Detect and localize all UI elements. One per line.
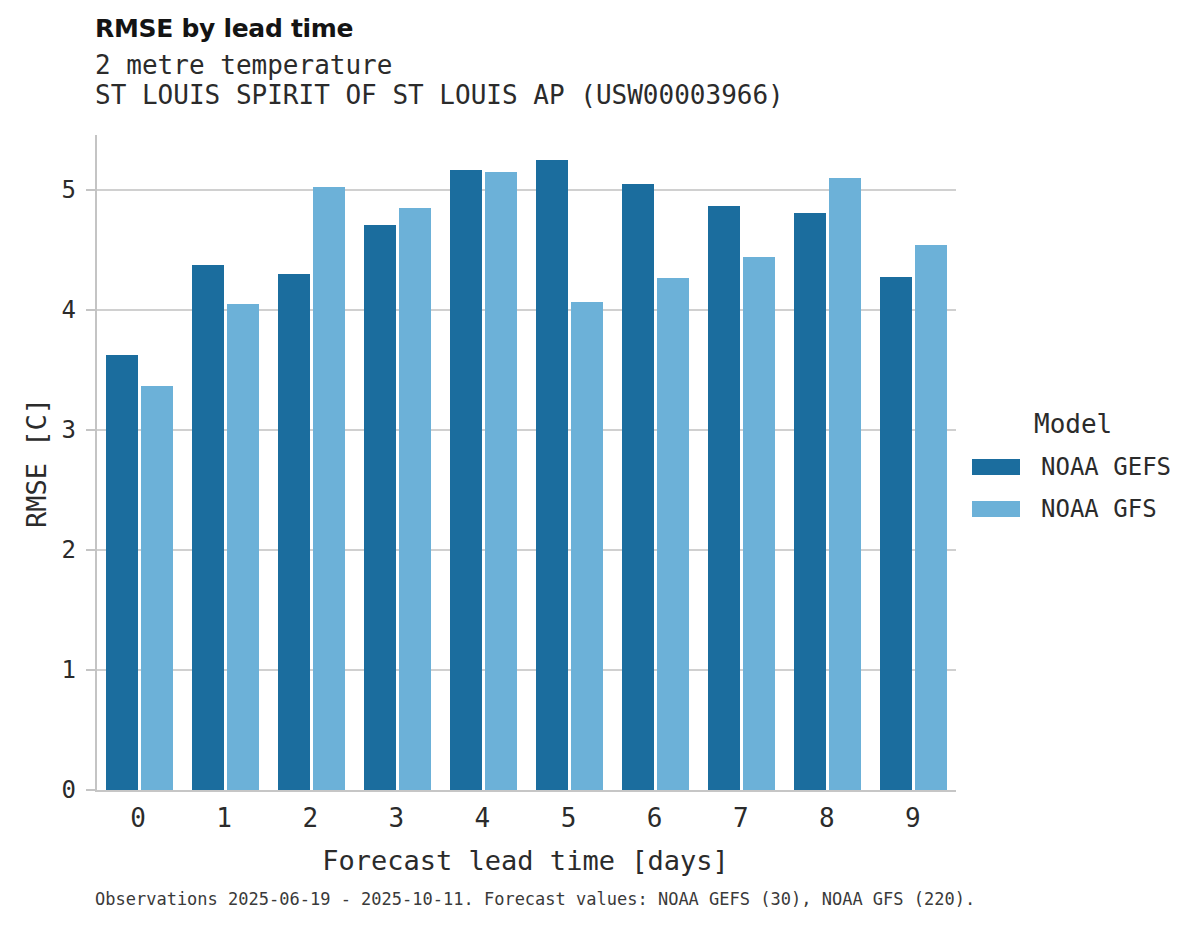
bar-group-lead-1 <box>183 135 269 790</box>
y-tick-label-5: 5 <box>62 178 76 202</box>
bar-group-lead-9 <box>870 135 956 790</box>
y-tick-label-4: 4 <box>62 298 76 322</box>
rmse-by-lead-time-figure: RMSE by lead time 2 metre temperature ST… <box>0 0 1195 928</box>
x-tick-label-9: 9 <box>870 805 956 831</box>
legend-label-noaa-gfs: NOAA GFS <box>1041 497 1157 521</box>
x-axis-title: Forecast lead time [days] <box>95 845 956 876</box>
x-tick-label-2: 2 <box>267 805 353 831</box>
bar-noaa-gefs-lead-3 <box>364 225 396 790</box>
bar-noaa-gefs-lead-0 <box>106 355 138 790</box>
bar-group-lead-6 <box>612 135 698 790</box>
y-tick-mark-2 <box>86 549 95 551</box>
x-tick-label-8: 8 <box>784 805 870 831</box>
footer-caption: Observations 2025-06-19 - 2025-10-11. Fo… <box>95 889 975 909</box>
legend-title: Model <box>1034 411 1171 437</box>
legend-swatch-noaa-gefs <box>972 459 1020 475</box>
bar-noaa-gefs-lead-2 <box>278 274 310 790</box>
x-tick-label-0: 0 <box>95 805 181 831</box>
bar-noaa-gfs-lead-3 <box>399 208 431 790</box>
legend: Model NOAA GEFS NOAA GFS <box>972 411 1171 521</box>
bar-noaa-gfs-lead-9 <box>915 245 947 790</box>
bars <box>97 135 956 790</box>
bar-noaa-gfs-lead-2 <box>313 187 345 790</box>
chart-station-subtitle: ST LOUIS SPIRIT OF ST LOUIS AP (USW00003… <box>95 82 784 108</box>
bar-group-lead-2 <box>269 135 355 790</box>
bar-group-lead-7 <box>698 135 784 790</box>
y-tick-label-3: 3 <box>62 418 76 442</box>
bar-noaa-gefs-lead-1 <box>192 265 224 790</box>
chart-subtitle: 2 metre temperature <box>95 52 392 78</box>
y-tick-label-0: 0 <box>62 778 76 802</box>
bar-group-lead-8 <box>784 135 870 790</box>
y-tick-label-1: 1 <box>62 658 76 682</box>
bar-noaa-gfs-lead-4 <box>485 172 517 790</box>
x-tick-label-1: 1 <box>181 805 267 831</box>
y-tick-mark-5 <box>86 189 95 191</box>
legend-entry-noaa-gfs: NOAA GFS <box>972 497 1171 521</box>
y-axis-ticks: 012345 <box>0 135 95 790</box>
bar-noaa-gefs-lead-8 <box>794 213 826 790</box>
y-tick-mark-3 <box>86 429 95 431</box>
y-tick-mark-1 <box>86 669 95 671</box>
y-tick-mark-4 <box>86 309 95 311</box>
x-tick-label-5: 5 <box>525 805 611 831</box>
bar-noaa-gefs-lead-9 <box>880 277 912 790</box>
bar-group-lead-5 <box>527 135 613 790</box>
plot-area <box>95 135 956 792</box>
bar-group-lead-4 <box>441 135 527 790</box>
y-tick-label-2: 2 <box>62 538 76 562</box>
bar-noaa-gefs-lead-7 <box>708 206 740 790</box>
x-tick-label-6: 6 <box>612 805 698 831</box>
bar-group-lead-0 <box>97 135 183 790</box>
legend-swatch-noaa-gfs <box>972 501 1020 517</box>
x-axis-ticks: 0123456789 <box>95 805 956 831</box>
bar-noaa-gfs-lead-1 <box>227 304 259 790</box>
legend-entry-noaa-gefs: NOAA GEFS <box>972 455 1171 479</box>
x-tick-label-3: 3 <box>353 805 439 831</box>
legend-label-noaa-gefs: NOAA GEFS <box>1041 455 1171 479</box>
bar-group-lead-3 <box>355 135 441 790</box>
legend-entries: NOAA GEFS NOAA GFS <box>972 455 1171 521</box>
bar-noaa-gfs-lead-8 <box>829 178 861 790</box>
x-tick-label-4: 4 <box>439 805 525 831</box>
bar-noaa-gefs-lead-5 <box>536 160 568 790</box>
chart-title: RMSE by lead time <box>95 15 353 43</box>
bar-noaa-gfs-lead-6 <box>657 278 689 790</box>
y-tick-mark-0 <box>86 789 95 791</box>
x-tick-label-7: 7 <box>698 805 784 831</box>
bar-noaa-gfs-lead-0 <box>141 386 173 790</box>
bar-noaa-gfs-lead-7 <box>743 257 775 790</box>
bar-noaa-gefs-lead-4 <box>450 170 482 790</box>
bar-noaa-gfs-lead-5 <box>571 302 603 790</box>
bar-noaa-gefs-lead-6 <box>622 184 654 790</box>
